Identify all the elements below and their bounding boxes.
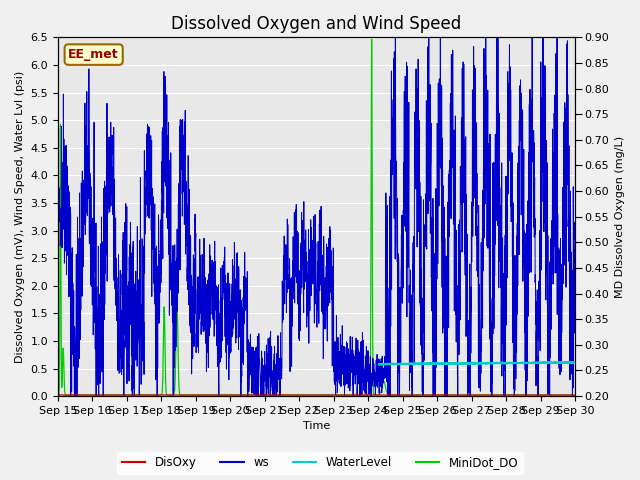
Legend: DisOxy, ws, WaterLevel, MiniDot_DO: DisOxy, ws, WaterLevel, MiniDot_DO bbox=[117, 452, 523, 474]
Title: Dissolved Oxygen and Wind Speed: Dissolved Oxygen and Wind Speed bbox=[172, 15, 461, 33]
Text: EE_met: EE_met bbox=[68, 48, 119, 61]
Y-axis label: Dissolved Oxygen (mV), Wind Speed, Water Lvl (psi): Dissolved Oxygen (mV), Wind Speed, Water… bbox=[15, 71, 25, 363]
Y-axis label: MD Dissolved Oxygen (mg/L): MD Dissolved Oxygen (mg/L) bbox=[615, 136, 625, 298]
X-axis label: Time: Time bbox=[303, 421, 330, 432]
